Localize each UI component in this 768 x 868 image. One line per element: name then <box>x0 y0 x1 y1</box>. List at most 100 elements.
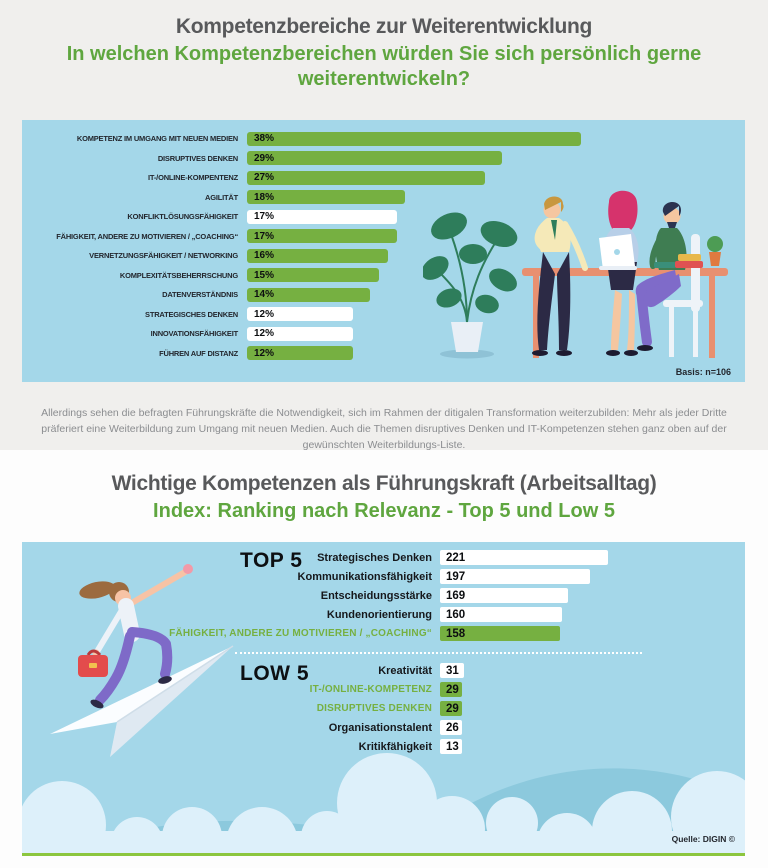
source-note: Quelle: DIGIN © <box>671 834 735 844</box>
chart-row: KOMPLEXITÄTSBEHERRSCHUNG 15% <box>22 266 745 286</box>
bar-label: DISRUPTIVES DENKEN <box>157 153 238 163</box>
section1-title: Kompetenzbereiche zur Weiterentwicklung <box>175 15 593 38</box>
white-bar: 221 <box>440 550 608 565</box>
green-bar: 38% <box>247 131 581 146</box>
bar-value: 158 <box>446 627 466 640</box>
bar-value: 13 <box>446 740 459 753</box>
dotted-divider <box>235 652 642 654</box>
laptop-icon <box>599 234 637 270</box>
summary-paragraph: Allerdings sehen die befragten Führungsk… <box>41 406 727 452</box>
white-bar: 31 <box>440 663 464 678</box>
white-bar: 160 <box>440 607 562 622</box>
chart-row: Kritikfähigkeit 13 <box>22 737 745 756</box>
chart-row: Kreativität 31 <box>22 661 745 680</box>
chair-icon <box>663 234 703 357</box>
bar-label: Entscheidungsstärke <box>320 589 432 602</box>
white-bar: 12% <box>247 326 353 341</box>
bar-value: 18% <box>254 191 275 203</box>
ranking-chart-panel: TOP 5 Strategisches Denken 221 Kommunikati… <box>22 542 745 856</box>
bar-value: 38% <box>254 133 275 145</box>
paper-plane-illustration <box>50 564 234 757</box>
chart-row: DISRUPTIVES DENKEN 29 <box>22 699 745 718</box>
section-ranking: Wichtige Kompetenzen als Führungskraft (… <box>0 450 768 868</box>
chart-row: IT-/ONLINE-KOMPENTENZ 27% <box>22 168 745 188</box>
green-bar: 158 <box>440 626 560 641</box>
green-bar: 27% <box>247 170 485 185</box>
bar-label: DATENVERSTÄNDNIS <box>162 290 238 300</box>
bar-label: FÜHREN AUF DISTANZ <box>159 348 238 358</box>
bar-label: INNOVATIONSFÄHIGKEIT <box>150 329 239 339</box>
chart-row: AGILITÄT 18% <box>22 188 745 208</box>
bar-value: 29 <box>446 683 459 696</box>
bar-value: 14% <box>254 289 275 301</box>
white-bar: 26 <box>440 720 462 735</box>
bar-label: Kritikfähigkeit <box>358 740 432 753</box>
competency-chart-panel: KOMPETENZ IM UMGANG MIT NEUEN MEDIEN 38% D… <box>22 120 745 382</box>
chart-row: DATENVERSTÄNDNIS 14% <box>22 285 745 305</box>
chart-row: IT-/ONLINE-KOMPETENZ 29 <box>22 680 745 699</box>
bar-label: FÄHIGKEIT, ANDERE ZU MOTIVIEREN / „COACH… <box>169 628 432 639</box>
books-icon <box>675 254 703 268</box>
desk-plant-icon <box>707 236 723 266</box>
green-bar: 16% <box>247 248 388 263</box>
bar-value: 221 <box>446 551 466 564</box>
bar-value: 31 <box>446 664 459 677</box>
bar-label: KOMPETENZ IM UMGANG MIT NEUEN MEDIEN <box>76 134 238 144</box>
chart-row: FÄHIGKEIT, ANDERE ZU MOTIVIEREN / „COACH… <box>22 227 745 247</box>
chart-row: KOMPETENZ IM UMGANG MIT NEUEN MEDIEN 38% <box>22 129 745 149</box>
top5-group: TOP 5 Strategisches Denken 221 Kommunikati… <box>22 548 745 643</box>
bar-label: Strategisches Denken <box>317 551 432 564</box>
white-bar: 12% <box>247 307 353 322</box>
section-weiterentwicklung: Kompetenzbereiche zur Weiterentwicklung … <box>0 0 768 451</box>
green-bar: 17% <box>247 229 397 244</box>
section2-title: Wichtige Kompetenzen als Führungskraft (… <box>111 472 657 495</box>
paper-plane-icon <box>50 645 234 757</box>
chart-row: FÄHIGKEIT, ANDERE ZU MOTIVIEREN / „COACH… <box>22 624 745 643</box>
bar-value: 197 <box>446 570 466 583</box>
low5-heading: LOW 5 <box>240 662 309 685</box>
chart-row: Entscheidungsstärke 169 <box>22 586 745 605</box>
bar-value: 160 <box>446 608 466 621</box>
green-bar: 29% <box>247 151 502 166</box>
competency-bar-chart: KOMPETENZ IM UMGANG MIT NEUEN MEDIEN 38% D… <box>22 129 745 363</box>
bar-value: 17% <box>254 211 275 223</box>
bar-label: Kreativität <box>378 664 432 677</box>
flying-woman-icon <box>78 564 193 709</box>
white-bar: 197 <box>440 569 590 584</box>
bar-label: FÄHIGKEIT, ANDERE ZU MOTIVIEREN / „COACH… <box>56 231 238 241</box>
bar-value: 29% <box>254 152 275 164</box>
bar-value: 12% <box>254 347 275 359</box>
bar-value: 29 <box>446 702 459 715</box>
bar-label: Organisationstalent <box>328 721 432 734</box>
bar-label: DISRUPTIVES DENKEN <box>316 703 432 714</box>
top5-heading: TOP 5 <box>240 549 303 572</box>
bar-value: 17% <box>254 230 275 242</box>
low5-group: LOW 5 Kreativität 31 IT-/ONLINE-KOMPETENZ 2… <box>22 661 745 756</box>
white-bar: 17% <box>247 209 397 224</box>
bar-label: Kundenorientierung <box>326 608 432 621</box>
bar-label: IT-/ONLINE-KOMPENTENZ <box>148 173 238 183</box>
briefcase-icon <box>78 649 108 677</box>
green-bar: 29 <box>440 682 462 697</box>
white-bar: 13 <box>440 739 462 754</box>
bar-label: IT-/ONLINE-KOMPETENZ <box>309 684 432 695</box>
bar-value: 12% <box>254 308 275 320</box>
section2-subtitle: Index: Ranking nach Relevanz - Top 5 und… <box>153 500 615 522</box>
clouds-illustration <box>22 753 745 853</box>
chart-row: DISRUPTIVES DENKEN 29% <box>22 149 745 169</box>
plant-icon <box>423 212 518 359</box>
green-bar: 29 <box>440 701 462 716</box>
chart-row: Strategisches Denken 221 <box>22 548 745 567</box>
section1-subtitle: In welchen Kompetenzbereichen würden Sie… <box>66 43 702 90</box>
basis-note: Basis: n=106 <box>675 367 731 377</box>
bar-label: AGILITÄT <box>205 192 238 202</box>
chart-row: INNOVATIONSFÄHIGKEIT 12% <box>22 324 745 344</box>
bar-label: STRATEGISCHES DENKEN <box>145 309 238 319</box>
chart-row: Kundenorientierung 160 <box>22 605 745 624</box>
bar-value: 15% <box>254 269 275 281</box>
bar-value: 16% <box>254 250 275 262</box>
white-bar: 169 <box>440 588 568 603</box>
green-bar: 12% <box>247 346 353 361</box>
bar-label: KOMPLEXITÄTSBEHERRSCHUNG <box>119 270 238 280</box>
